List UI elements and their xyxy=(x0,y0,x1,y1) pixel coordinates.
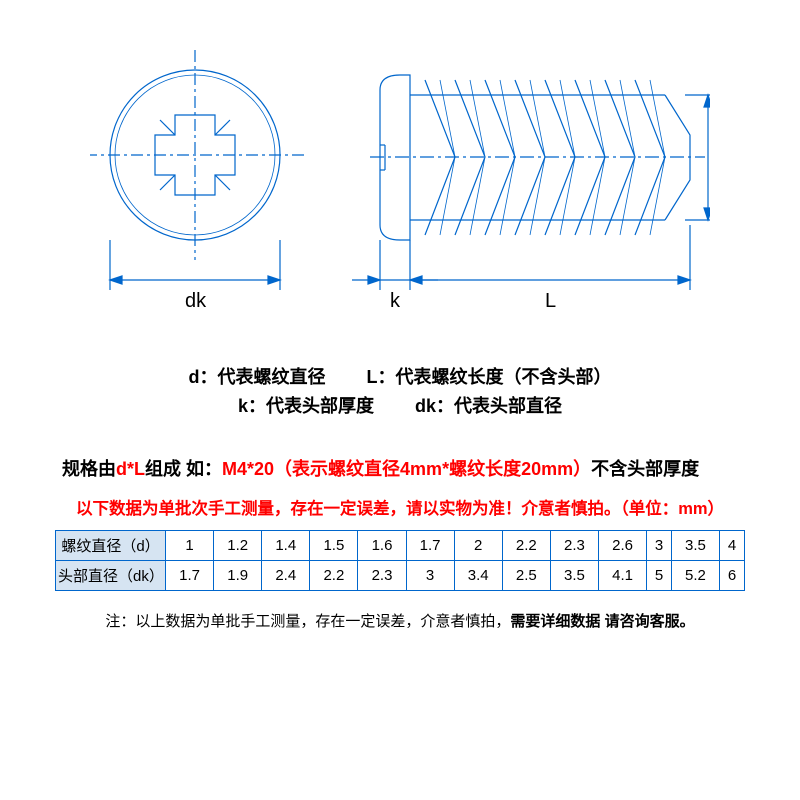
table-cell: 2 xyxy=(454,531,502,561)
disclaimer: 以下数据为单批次手工测量，存在一定误差，请以实物为准！介意者慎拍。（单位：mm） xyxy=(0,495,800,519)
spec-line: 规格由d*L组成 如：M4*20（表示螺纹直径4mm*螺纹长度20mm）不含头部… xyxy=(62,455,800,481)
table-cell: 5.2 xyxy=(671,561,719,591)
table-cell: 1.7 xyxy=(406,531,454,561)
table-cell: 3.4 xyxy=(454,561,502,591)
table-cell: 2.2 xyxy=(310,561,358,591)
table-cell: 3 xyxy=(647,531,672,561)
legend-k: k：代表头部厚度 xyxy=(238,392,374,418)
table-cell: 5 xyxy=(647,561,672,591)
table-header-dk: 头部直径（dk） xyxy=(56,561,166,591)
table-cell: 6 xyxy=(720,561,745,591)
table-cell: 4.1 xyxy=(598,561,646,591)
table-cell: 2.3 xyxy=(358,561,406,591)
table-cell: 2.5 xyxy=(502,561,550,591)
table-cell: 1.4 xyxy=(262,531,310,561)
table-cell: 3 xyxy=(406,561,454,591)
legend-d: d：代表螺纹直径 xyxy=(188,363,325,389)
label-L: L xyxy=(545,290,556,312)
table-cell: 1.7 xyxy=(166,561,214,591)
table-cell: 2.6 xyxy=(598,531,646,561)
legend-dk: dk：代表头部直径 xyxy=(415,392,562,418)
table-cell: 1 xyxy=(166,531,214,561)
spec-table: 螺纹直径（d）11.21.41.51.61.722.22.32.633.54头部… xyxy=(55,530,745,591)
table-cell: 2.4 xyxy=(262,561,310,591)
table-cell: 2.3 xyxy=(550,531,598,561)
table-cell: 2.2 xyxy=(502,531,550,561)
label-dk: dk xyxy=(185,290,207,312)
table-cell: 3.5 xyxy=(550,561,598,591)
table-cell: 1.2 xyxy=(214,531,262,561)
table-cell: 4 xyxy=(720,531,745,561)
screw-diagram: dk k L d xyxy=(90,45,710,325)
table-cell: 1.9 xyxy=(214,561,262,591)
footer-note: 注：以上数据为单批手工测量，存在一定误差，介意者慎拍，需要详细数据 请咨询客服。 xyxy=(0,610,800,631)
table-cell: 1.6 xyxy=(358,531,406,561)
legend-L: L：代表螺纹长度（不含头部） xyxy=(367,363,612,389)
label-k: k xyxy=(390,290,401,312)
legend: d：代表螺纹直径 L：代表螺纹长度（不含头部） k：代表头部厚度 dk：代表头部… xyxy=(0,360,800,421)
table-cell: 3.5 xyxy=(671,531,719,561)
table-cell: 1.5 xyxy=(310,531,358,561)
table-header-d: 螺纹直径（d） xyxy=(56,531,166,561)
